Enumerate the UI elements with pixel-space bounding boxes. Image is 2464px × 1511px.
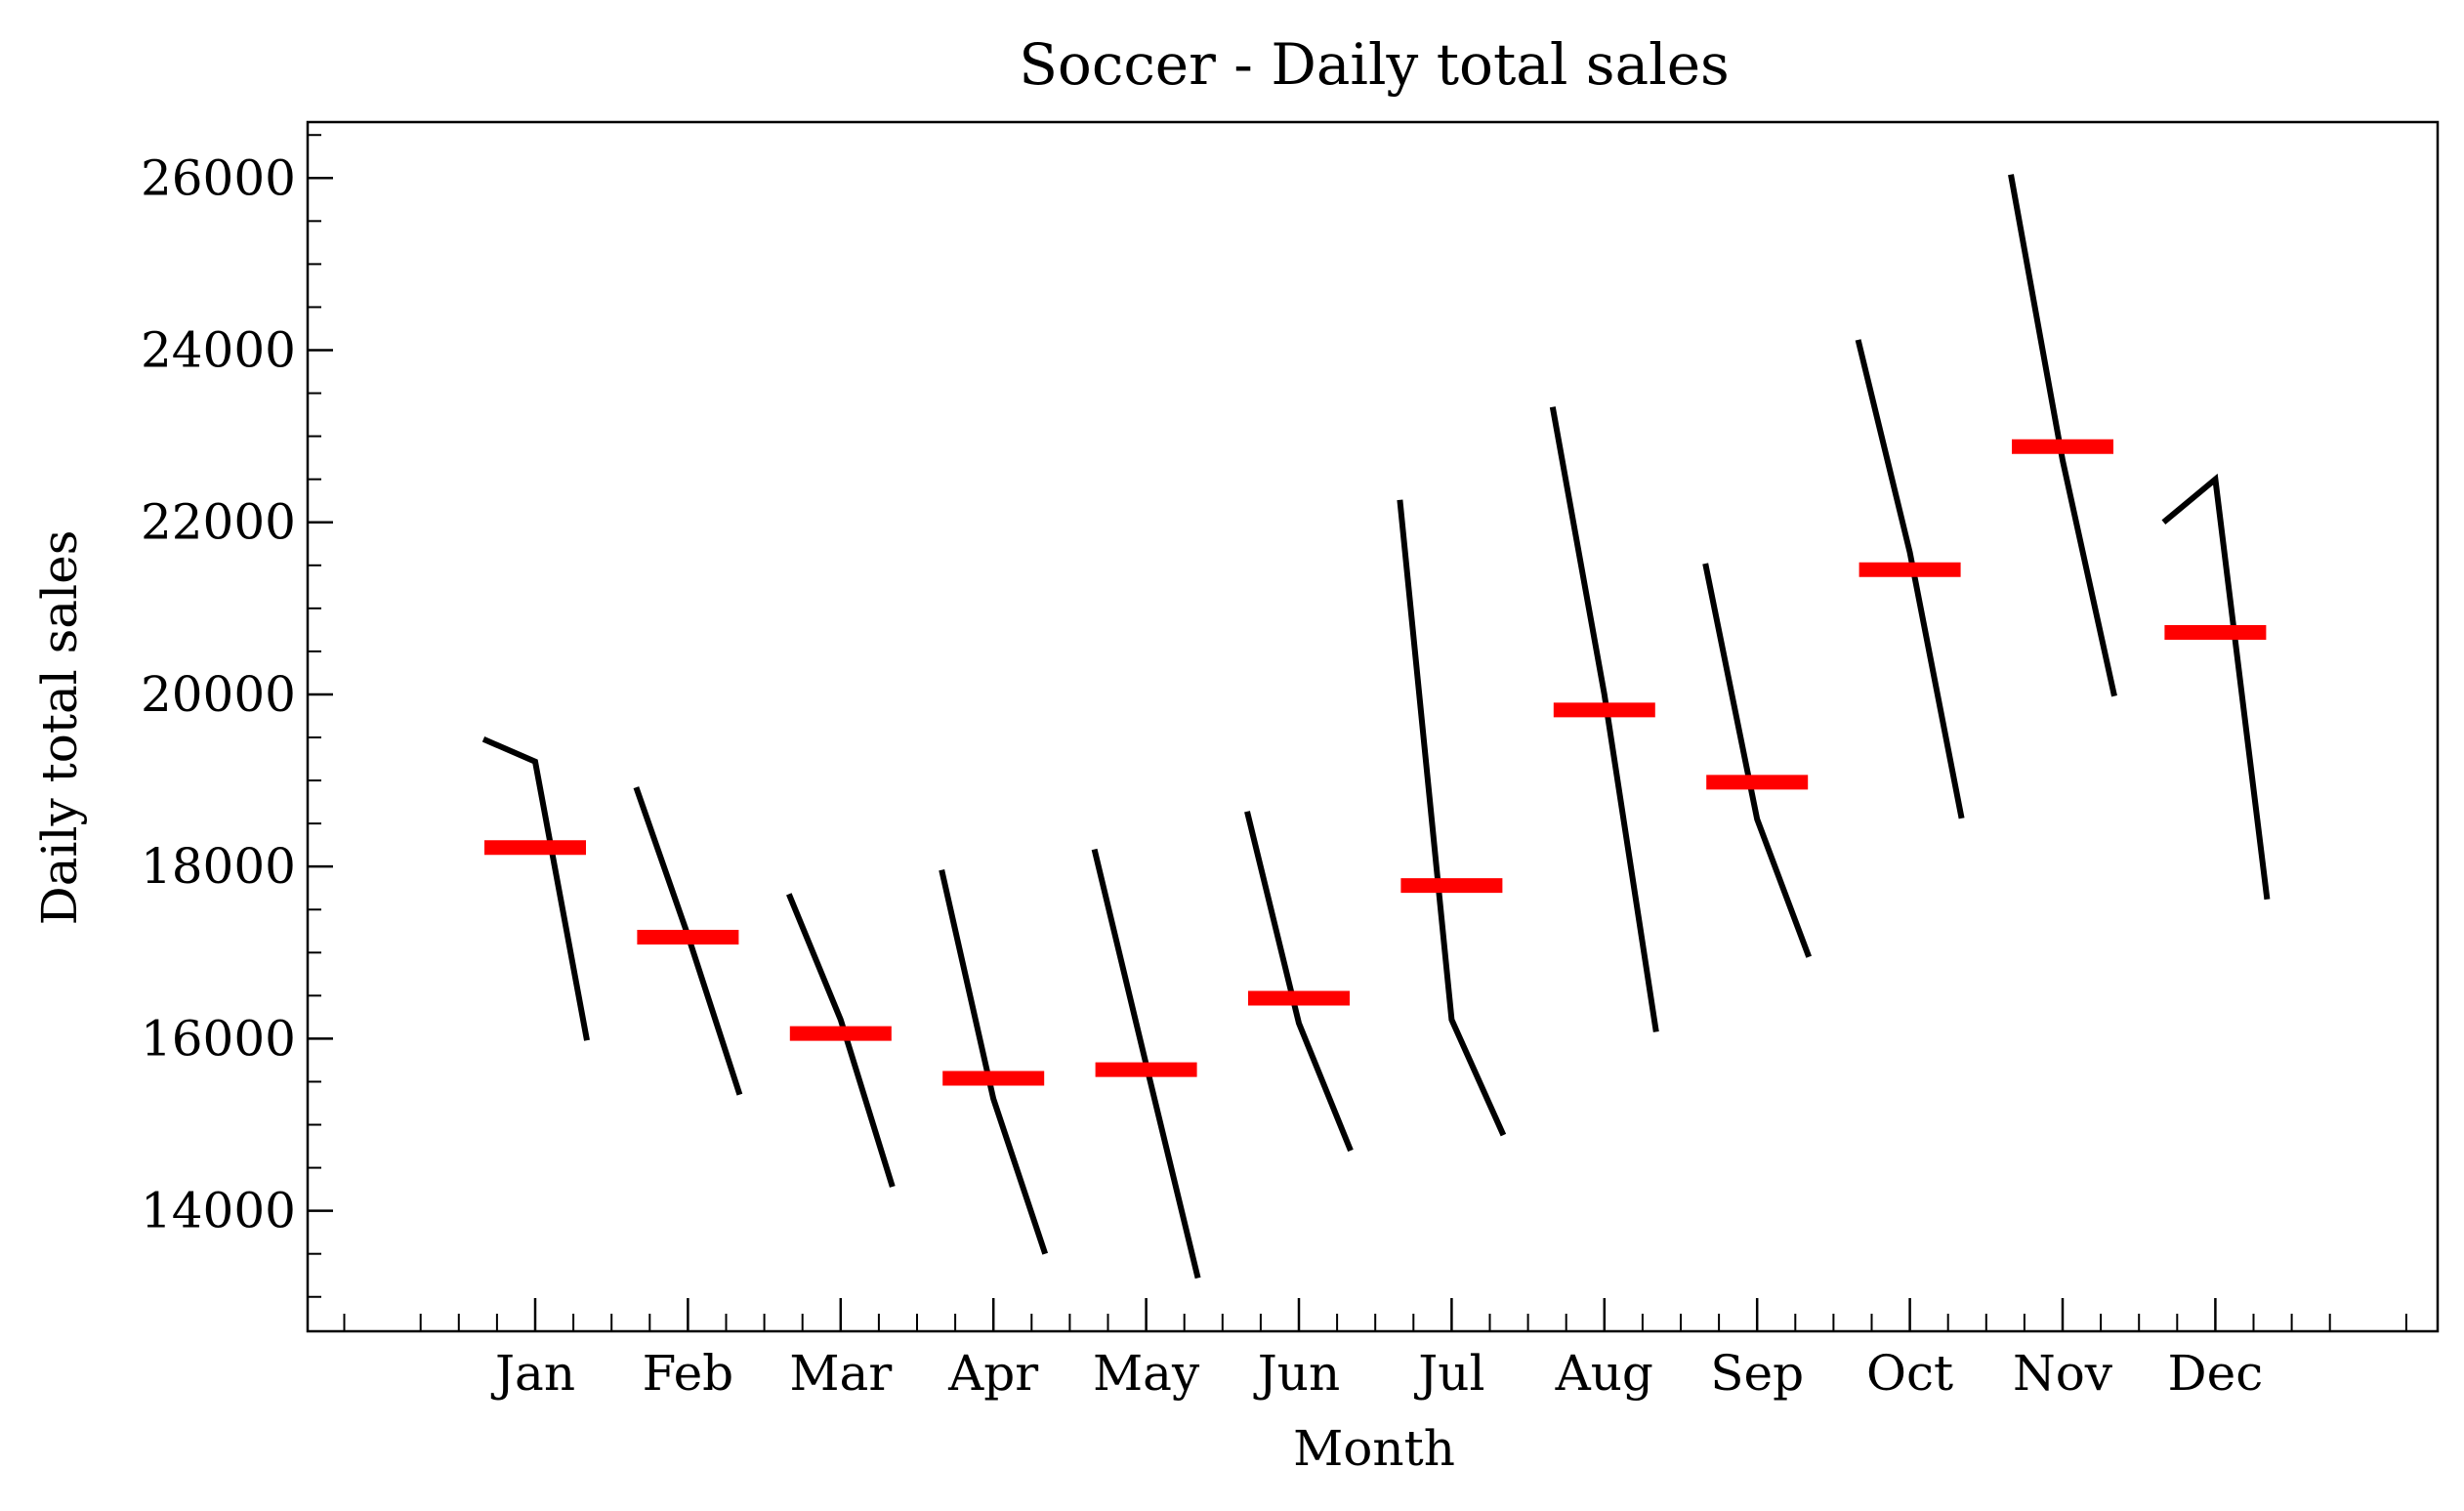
y-tick-label: 22000 <box>141 494 296 551</box>
x-tick-label: Sep <box>1710 1345 1804 1402</box>
x-tick-label: Feb <box>643 1345 734 1402</box>
x-axis-label: Month <box>1293 1420 1455 1477</box>
x-tick-label: Mar <box>789 1345 892 1402</box>
series-line <box>1702 563 1813 958</box>
plot-frame <box>306 120 2440 1333</box>
x-tick-label: Aug <box>1555 1345 1653 1402</box>
x-tick-label: Jun <box>1253 1345 1340 1402</box>
series-line <box>481 736 590 1041</box>
y-tick-label: 26000 <box>141 149 296 206</box>
x-tick-label: Apr <box>947 1345 1038 1402</box>
plot-area: 14000 16000 18000 20000 22000 24000 26000 Jan Fe… <box>141 120 2440 1402</box>
series-line <box>1549 406 1659 1032</box>
x-tick-label: Jan <box>490 1345 575 1402</box>
x-tick-label: Jul <box>1413 1345 1484 1402</box>
x-tick-label: May <box>1093 1345 1200 1402</box>
chart-title: Soccer - Daily total sales <box>1019 31 1730 98</box>
y-tick-label: 20000 <box>141 666 296 723</box>
x-tick-label: Oct <box>1866 1345 1953 1402</box>
y-tick-label: 24000 <box>141 322 296 379</box>
y-tick-label: 16000 <box>141 1010 296 1067</box>
y-tick-label: 18000 <box>141 838 296 895</box>
y-tick-label: 14000 <box>141 1183 296 1239</box>
y-axis-label: Daily total sales <box>31 530 88 926</box>
x-tick-label: Nov <box>2013 1345 2113 1402</box>
series-line <box>1244 811 1354 1153</box>
series-line <box>2161 473 2271 901</box>
series-line <box>939 869 1049 1255</box>
series-line <box>1855 339 1965 819</box>
series-line <box>1397 499 1507 1137</box>
series-line <box>2008 174 2117 697</box>
series-line <box>786 893 896 1188</box>
x-tick-label: Dec <box>2168 1345 2264 1402</box>
